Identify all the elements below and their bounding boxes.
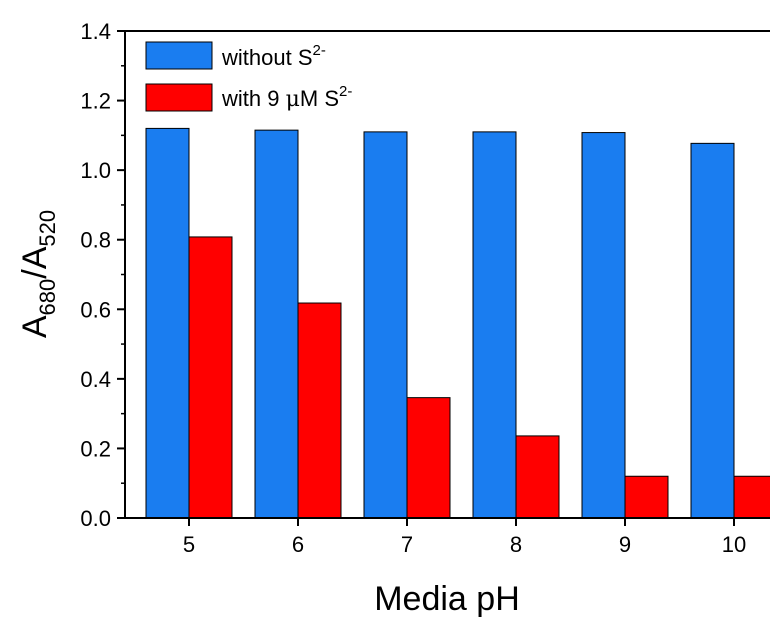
bar-with-ph-9 — [624, 475, 669, 519]
y-tick-label-0: 0.0 — [80, 506, 111, 531]
legend-swatch-without — [145, 41, 213, 70]
bar-without-ph-6 — [254, 129, 299, 519]
legend-swatch-with — [145, 83, 213, 112]
legend-label-without-main: without S — [221, 45, 313, 70]
x-tick-label-5: 5 — [183, 532, 195, 557]
y-tick-label-7: 1.4 — [80, 19, 111, 44]
y-tick-label-1: 0.2 — [80, 436, 111, 461]
legend-label-without: without S2- — [221, 42, 326, 70]
bar-without-ph-7 — [363, 131, 408, 519]
axis-ticks: 0.0 0.2 0.4 0.6 0.8 1.0 1.2 1.4 5 6 7 8 9 10 — [80, 19, 746, 557]
bar-with-ph-7 — [406, 397, 451, 519]
x-tick-label-10: 10 — [722, 532, 746, 557]
bar-with-ph-6 — [297, 302, 342, 519]
bar-without-ph-5 — [145, 127, 190, 519]
x-tick-label-6: 6 — [292, 532, 304, 557]
bar-with-ph-8 — [515, 435, 560, 519]
legend-label-without-sup: 2- — [313, 42, 326, 59]
legend-label-with-sup: 2- — [339, 83, 352, 100]
y-tick-label-5: 1.0 — [80, 158, 111, 183]
y-tick-label-3: 0.6 — [80, 297, 111, 322]
y-tick-label-2: 0.4 — [80, 367, 111, 392]
legend-label-with-mu: μ — [286, 87, 300, 112]
y-axis-title-sub2: 520 — [35, 210, 60, 247]
bar-without-ph-10 — [690, 142, 735, 519]
x-tick-label-9: 9 — [619, 532, 631, 557]
x-tick-label-8: 8 — [510, 532, 522, 557]
bar-with-ph-10 — [733, 475, 770, 519]
legend-label-with: with 9 μM S2- — [221, 83, 352, 112]
y-tick-label-6: 1.2 — [80, 89, 111, 114]
bar-without-ph-8 — [472, 131, 517, 519]
bars-group — [145, 127, 770, 519]
y-axis-title-slash: /A — [16, 246, 54, 278]
y-tick-label-4: 0.8 — [80, 228, 111, 253]
legend: without S2- with 9 μM S2- — [145, 41, 352, 112]
legend-label-with-rest: M S — [300, 86, 339, 111]
bar-with-ph-5 — [188, 236, 233, 519]
bar-without-ph-9 — [581, 132, 626, 519]
y-axis-title: A680/A520 — [16, 210, 60, 338]
y-axis-title-main: A — [16, 315, 54, 338]
legend-label-with-main: with 9 — [221, 86, 286, 111]
y-axis-title-sub1: 680 — [35, 279, 60, 316]
x-axis-title: Media pH — [374, 580, 520, 618]
x-tick-label-7: 7 — [401, 532, 413, 557]
